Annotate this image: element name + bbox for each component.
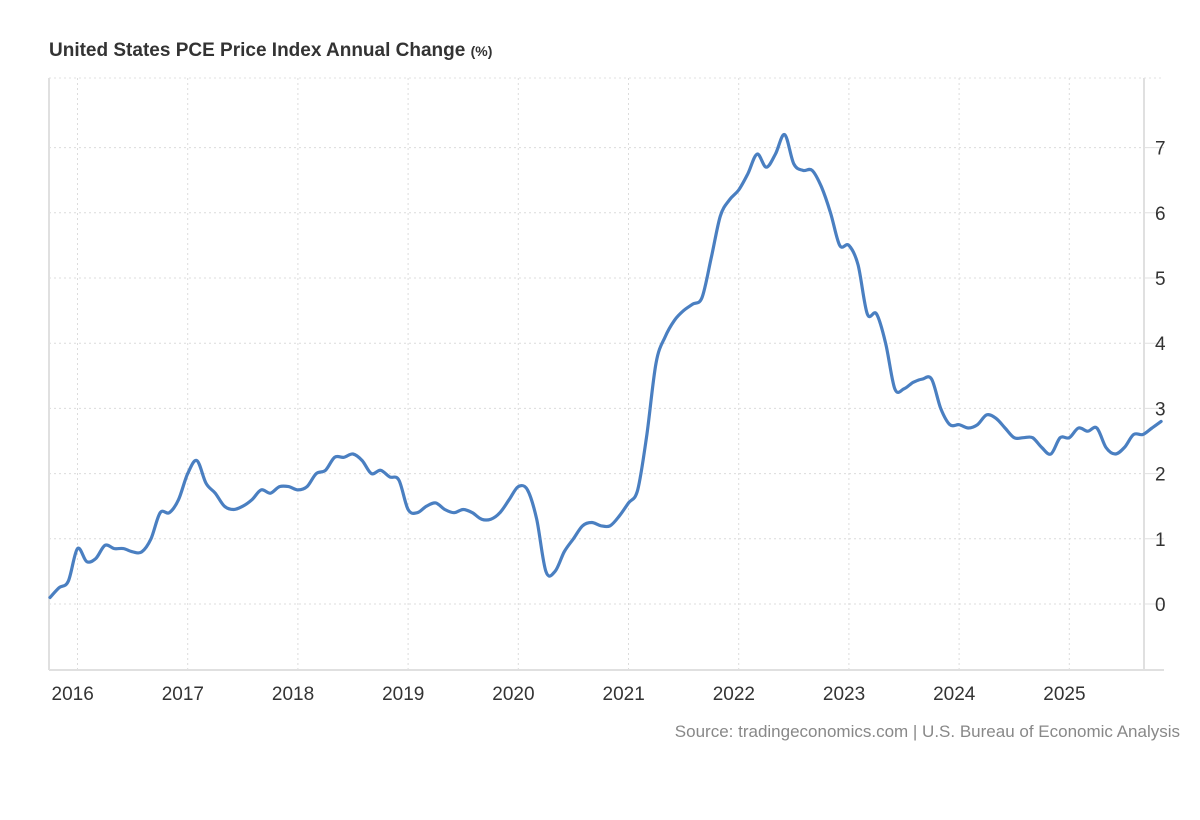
x-tick-label: 2025 bbox=[1043, 684, 1085, 705]
y-tick-label: 0 bbox=[1155, 595, 1166, 616]
source-note: Source: tradingeconomics.com | U.S. Bure… bbox=[674, 722, 1180, 741]
x-tick-label: 2024 bbox=[933, 684, 976, 705]
y-tick-label: 4 bbox=[1155, 334, 1166, 355]
grid-layer bbox=[49, 77, 1164, 670]
chart-title: United States PCE Price Index Annual Cha… bbox=[49, 40, 492, 62]
x-tick-label: 2017 bbox=[162, 684, 204, 705]
axis-layer bbox=[48, 78, 1164, 671]
label-layer: 0 1 2 3 4 5 6 7 2016 2017 2018 2019 2020 2021 2022 2023… bbox=[52, 139, 1167, 705]
x-tick-label: 2016 bbox=[52, 684, 94, 705]
series-line-pce-yoy bbox=[48, 133, 1163, 600]
x-tick-label: 2021 bbox=[603, 684, 645, 705]
x-tick-label: 2022 bbox=[713, 684, 755, 705]
x-tick-label: 2023 bbox=[823, 684, 865, 705]
y-tick-label: 5 bbox=[1155, 269, 1166, 290]
series-layer bbox=[48, 133, 1163, 600]
y-tick-label: 1 bbox=[1155, 530, 1166, 551]
x-tick-label: 2020 bbox=[492, 684, 534, 705]
y-tick-label: 2 bbox=[1155, 465, 1166, 486]
x-tick-label: 2019 bbox=[382, 684, 424, 705]
chart-title-text: United States PCE Price Index Annual Cha… bbox=[49, 40, 466, 61]
y-tick-label: 7 bbox=[1155, 139, 1166, 160]
x-tick-label: 2018 bbox=[272, 684, 314, 705]
y-tick-label: 6 bbox=[1155, 204, 1166, 225]
y-tick-label: 3 bbox=[1155, 399, 1166, 420]
chart-title-unit: (%) bbox=[470, 43, 493, 59]
